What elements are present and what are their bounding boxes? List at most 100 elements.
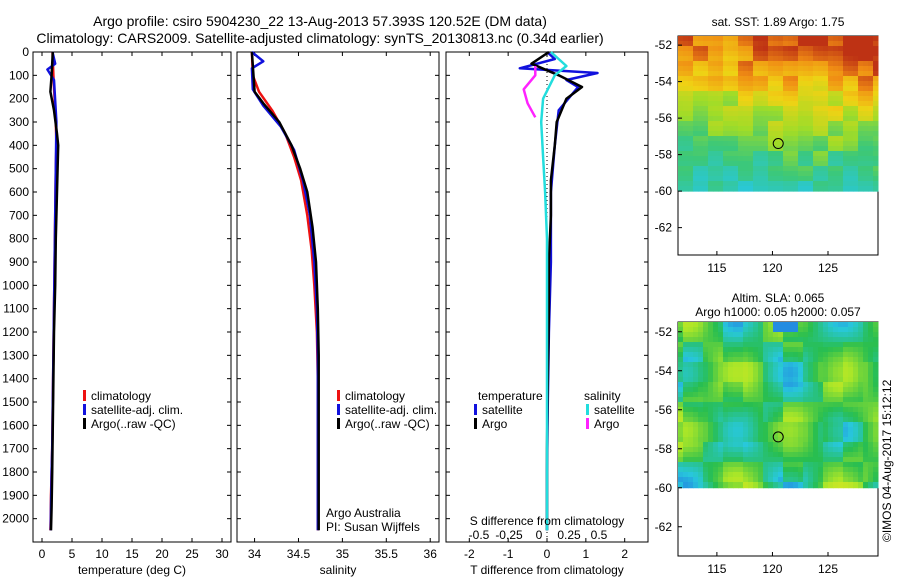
heatmap-cell [778,66,784,72]
heatmap-cell [843,61,849,67]
heatmap-cell [763,121,769,127]
heatmap-cell [728,382,734,388]
heatmap-cell [708,131,714,137]
heatmap-cell [683,347,689,353]
heatmap-cell [813,427,819,433]
heatmap-cell [738,181,744,187]
heatmap-cell [833,457,839,463]
heatmap-cell [873,166,879,172]
heatmap-cell [723,56,729,62]
heatmap-cell [773,51,779,57]
heatmap-cell [678,121,684,127]
heatmap-cell [688,427,694,433]
heatmap-cell [768,352,774,358]
heatmap-cell [723,71,729,77]
heatmap-cell [718,106,724,112]
heatmap-cell [758,472,764,478]
heatmap-cell [818,176,824,182]
heatmap-cell [803,427,809,433]
heatmap-cell [833,86,839,92]
heatmap-cell [773,392,779,398]
heatmap-cell [758,76,764,82]
heatmap-cell [713,136,719,142]
y-tick-label: 1700 [2,442,29,456]
heatmap-cell [858,91,864,97]
heatmap-cell [723,342,729,348]
heatmap-cell [858,71,864,77]
heatmap-cell [693,322,699,328]
heatmap-cell [743,116,749,122]
heatmap-cell [838,46,844,52]
heatmap-cell [843,131,849,137]
heatmap-cell [778,357,784,363]
heatmap-cell [833,382,839,388]
heatmap-cell [693,382,699,388]
heatmap-cell [853,71,859,77]
heatmap-cell [678,352,684,358]
heatmap-cell [783,472,789,478]
heatmap-cell [718,402,724,408]
heatmap-cell [813,41,819,47]
heatmap-cell [678,447,684,453]
heatmap-cell [863,51,869,57]
heatmap-cell [863,467,869,473]
heatmap-cell [873,447,879,453]
heatmap-cell [853,106,859,112]
heatmap-cell [768,91,774,97]
heatmap-cell [818,347,824,353]
heatmap-cell [738,447,744,453]
heatmap-cell [738,131,744,137]
heatmap-cell [803,472,809,478]
heatmap-cell [748,36,754,42]
heatmap-cell [823,111,829,117]
heatmap-cell [868,96,874,102]
heatmap-cell [803,487,809,489]
heatmap-cell [713,86,719,92]
heatmap-cell [698,382,704,388]
heatmap-cell [678,86,684,92]
heatmap-cell [848,452,854,458]
heatmap-cell [758,136,764,142]
heatmap-cell [843,432,849,438]
heatmap-cell [783,377,789,383]
y-tick-label: -54 [655,75,673,89]
heatmap-cell [758,86,764,92]
heatmap-cell [693,477,699,483]
heatmap-cell [843,191,849,192]
heatmap-cell [753,111,759,117]
heatmap-cell [738,487,744,489]
heatmap-cell [858,407,864,413]
heatmap-cell [753,427,759,433]
heatmap-cell [728,86,734,92]
heatmap-cell [798,176,804,182]
heatmap-cell [683,126,689,132]
heatmap-cell [678,76,684,82]
heatmap-cell [868,462,874,468]
heatmap-cell [793,41,799,47]
heatmap-cell [813,136,819,142]
heatmap-cell [753,86,759,92]
heatmap-cell [698,61,704,67]
heatmap-cell [843,387,849,393]
heatmap-cell [743,41,749,47]
legend-title: salinity [584,389,621,403]
heatmap-cell [823,457,829,463]
heatmap-cell [868,452,874,458]
heatmap-cell [823,452,829,458]
heatmap-cell [698,56,704,62]
heatmap-cell [678,482,684,488]
heatmap-cell [798,462,804,468]
heatmap-cell [723,417,729,423]
heatmap-cell [788,151,794,157]
heatmap-cell [793,487,799,489]
heatmap-cell [848,71,854,77]
heatmap-cell [823,166,829,172]
heatmap-cell [733,452,739,458]
heatmap-cell [753,146,759,152]
heatmap-cell [788,407,794,413]
heatmap-cell [818,191,824,192]
heatmap-cell [713,452,719,458]
heatmap-cell [723,432,729,438]
heatmap-cell [743,186,749,192]
heatmap-cell [828,46,834,52]
